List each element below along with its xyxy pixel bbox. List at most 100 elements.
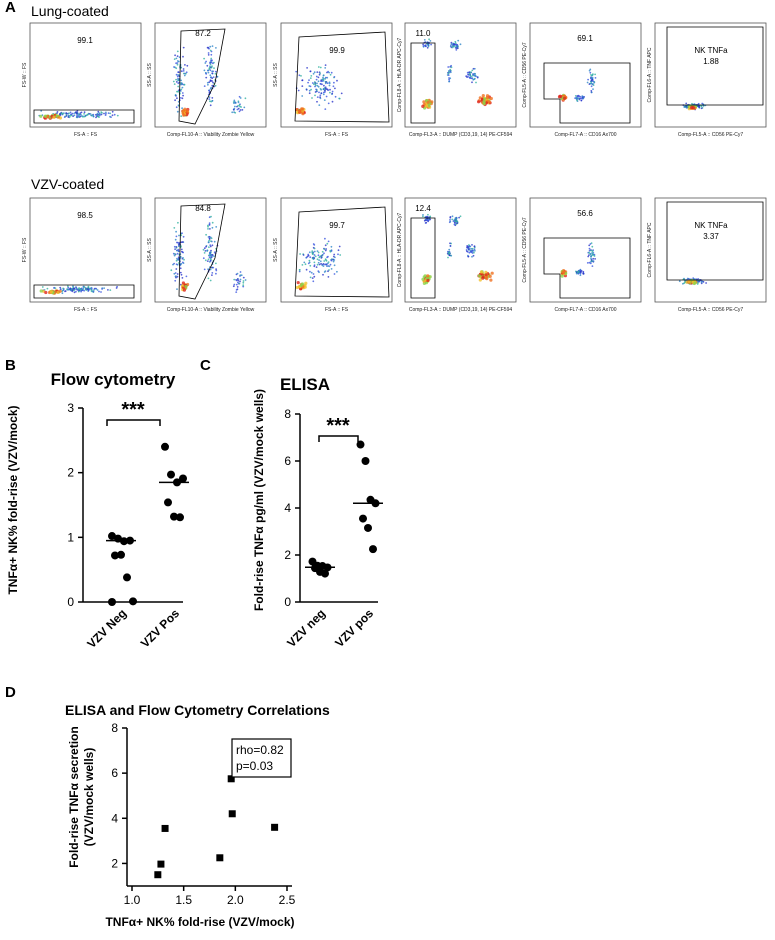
flow-plot-ylabel: Comp-FL6-A :: TNF APC bbox=[647, 47, 653, 102]
x-category-label: VZV neg bbox=[284, 606, 328, 650]
x-tick-label: 2.5 bbox=[279, 893, 296, 907]
flow-plot-frame bbox=[529, 197, 642, 303]
flow-plot-xlabel: Comp-FL5-A :: CD56 PE-Cy7 bbox=[678, 307, 744, 313]
panel-label-a: A bbox=[5, 0, 16, 16]
flow-plot-events bbox=[557, 68, 597, 102]
flow-plot-frame bbox=[654, 197, 767, 303]
flow-gate bbox=[543, 62, 631, 124]
data-point bbox=[361, 457, 370, 465]
elisa-dot-plot: ELISA Fold-rise TNFα pg/ml (VZV/mock wel… bbox=[252, 375, 383, 650]
data-point bbox=[228, 810, 236, 818]
flow-gate bbox=[410, 42, 436, 124]
y-tick-label: 3 bbox=[67, 401, 74, 415]
data-point bbox=[359, 514, 367, 523]
flow-plot-events bbox=[560, 242, 596, 278]
flow-plot: 99.7FS-A :: FS SS-A :: SS bbox=[273, 197, 393, 313]
flow-gate-value: 56.6 bbox=[577, 209, 593, 218]
flow-gate-value: 87.2 bbox=[195, 29, 211, 38]
correlation-scatter-plot: ELISA and Flow Cytometry Correlations Fo… bbox=[65, 702, 330, 929]
flow-plot: 98.5FS-A :: FS FS-W :: FS bbox=[22, 197, 142, 313]
flow-plot-ylabel: Comp-FL5-A :: CD56 PE-Cy7 bbox=[522, 217, 528, 283]
flow-gate-value: 3.37 bbox=[703, 232, 719, 241]
data-point bbox=[271, 823, 279, 831]
flow-plot-xlabel: Comp-FL3-A :: DUMP (CD3,19, 14) PE-CF594 bbox=[409, 307, 512, 313]
flow-gate-value: 1.88 bbox=[703, 57, 719, 66]
flow-plot-frame bbox=[280, 197, 393, 303]
flow-plot-xlabel: Comp-FL7-A :: CD16 Ax700 bbox=[555, 132, 617, 138]
flow-gate-value: 99.1 bbox=[77, 36, 93, 45]
flow-gate bbox=[294, 206, 390, 298]
chart-d-ylabel-line2: (VZV/mock wells) bbox=[82, 748, 96, 847]
y-tick-label: 0 bbox=[67, 595, 74, 609]
flow-gate-value: 12.4 bbox=[415, 204, 431, 213]
flow-plot-xlabel: FS-A :: FS bbox=[325, 307, 349, 313]
flow-gate-value: 69.1 bbox=[577, 34, 593, 43]
data-point bbox=[111, 551, 119, 560]
flow-plot: 99.1FS-A :: FS FS-W :: FS bbox=[22, 22, 142, 138]
flow-plot-xlabel: Comp-FL3-A :: DUMP (CD3,19, 14) PE-CF594 bbox=[409, 132, 512, 138]
flow-gate-name: NK TNFa bbox=[694, 221, 728, 230]
flow-plot-events bbox=[295, 237, 342, 291]
x-category-label: VZV pos bbox=[332, 606, 376, 650]
data-point bbox=[170, 512, 178, 521]
flow-plot-ylabel: FS-W :: FS bbox=[22, 237, 28, 262]
data-point bbox=[164, 498, 172, 507]
flow-gate bbox=[294, 31, 390, 123]
data-point bbox=[179, 474, 187, 483]
flow-plot-frame bbox=[654, 22, 767, 128]
flow-plot-xlabel: Comp-FL7-A :: CD16 Ax700 bbox=[555, 307, 617, 313]
flow-plot-frame bbox=[404, 197, 517, 303]
data-point bbox=[369, 545, 377, 554]
flow-plot-xlabel: Comp-FL10-A :: Viability Zombie Yellow bbox=[167, 132, 255, 138]
flow-plot-ylabel: SS-A :: SS bbox=[273, 63, 279, 87]
data-point bbox=[129, 597, 137, 606]
y-tick-label: 0 bbox=[284, 595, 291, 609]
y-tick-label: 8 bbox=[284, 407, 291, 421]
data-point bbox=[176, 513, 184, 522]
x-tick-label: 1.5 bbox=[175, 893, 192, 907]
chart-b-title: Flow cytometry bbox=[51, 370, 176, 389]
chart-c-ylabel: Fold-rise TNFα pg/ml (VZV/mock wells) bbox=[252, 389, 266, 611]
chart-d-ylabel-line1: Fold-rise TNFα secretion bbox=[67, 726, 81, 867]
flow-gate-value: 84.8 bbox=[195, 204, 211, 213]
data-point bbox=[161, 442, 169, 451]
y-tick-label: 6 bbox=[284, 454, 291, 468]
y-tick-label: 8 bbox=[111, 721, 118, 735]
flow-gate bbox=[410, 217, 436, 299]
data-point bbox=[364, 523, 372, 532]
flow-gate-value: 99.9 bbox=[329, 46, 345, 55]
chart-c-significance: *** bbox=[326, 415, 350, 437]
flow-gate bbox=[33, 284, 135, 299]
data-point bbox=[154, 871, 162, 879]
x-tick-label: 2.0 bbox=[227, 893, 244, 907]
flow-plot-ylabel: SS-A :: SS bbox=[147, 63, 153, 87]
data-point bbox=[108, 532, 116, 541]
chart-d-title: ELISA and Flow Cytometry Correlations bbox=[65, 702, 330, 718]
flow-gate-name: NK TNFa bbox=[694, 46, 728, 55]
x-category-label: VZV Pos bbox=[138, 606, 183, 651]
data-point bbox=[123, 573, 131, 582]
chart-d-xlabel: TNFα+ NK% fold-rise (VZV/mock) bbox=[105, 915, 294, 929]
y-tick-label: 6 bbox=[111, 766, 118, 780]
flow-plot-ylabel: SS-A :: SS bbox=[273, 238, 279, 262]
chart-d-stat-p: p=0.03 bbox=[236, 759, 273, 773]
flow-gate bbox=[178, 28, 226, 125]
x-tick-label: 1.0 bbox=[124, 893, 141, 907]
flow-plot-xlabel: FS-A :: FS bbox=[74, 132, 98, 138]
flow-cytometry-dot-plot: Flow cytometry TNFα+ NK% fold-rise (VZV/… bbox=[6, 370, 189, 651]
data-point bbox=[108, 598, 116, 606]
flow-plot-events bbox=[39, 285, 118, 295]
chart-b-significance: *** bbox=[121, 399, 145, 421]
flow-plot-events bbox=[421, 38, 493, 110]
flow-plot-ylabel: Comp-FL8-A :: HLA-DR APC-Cy7 bbox=[397, 38, 403, 113]
flow-plot-xlabel: FS-A :: FS bbox=[325, 132, 349, 138]
flow-gate-value: 99.7 bbox=[329, 221, 345, 230]
